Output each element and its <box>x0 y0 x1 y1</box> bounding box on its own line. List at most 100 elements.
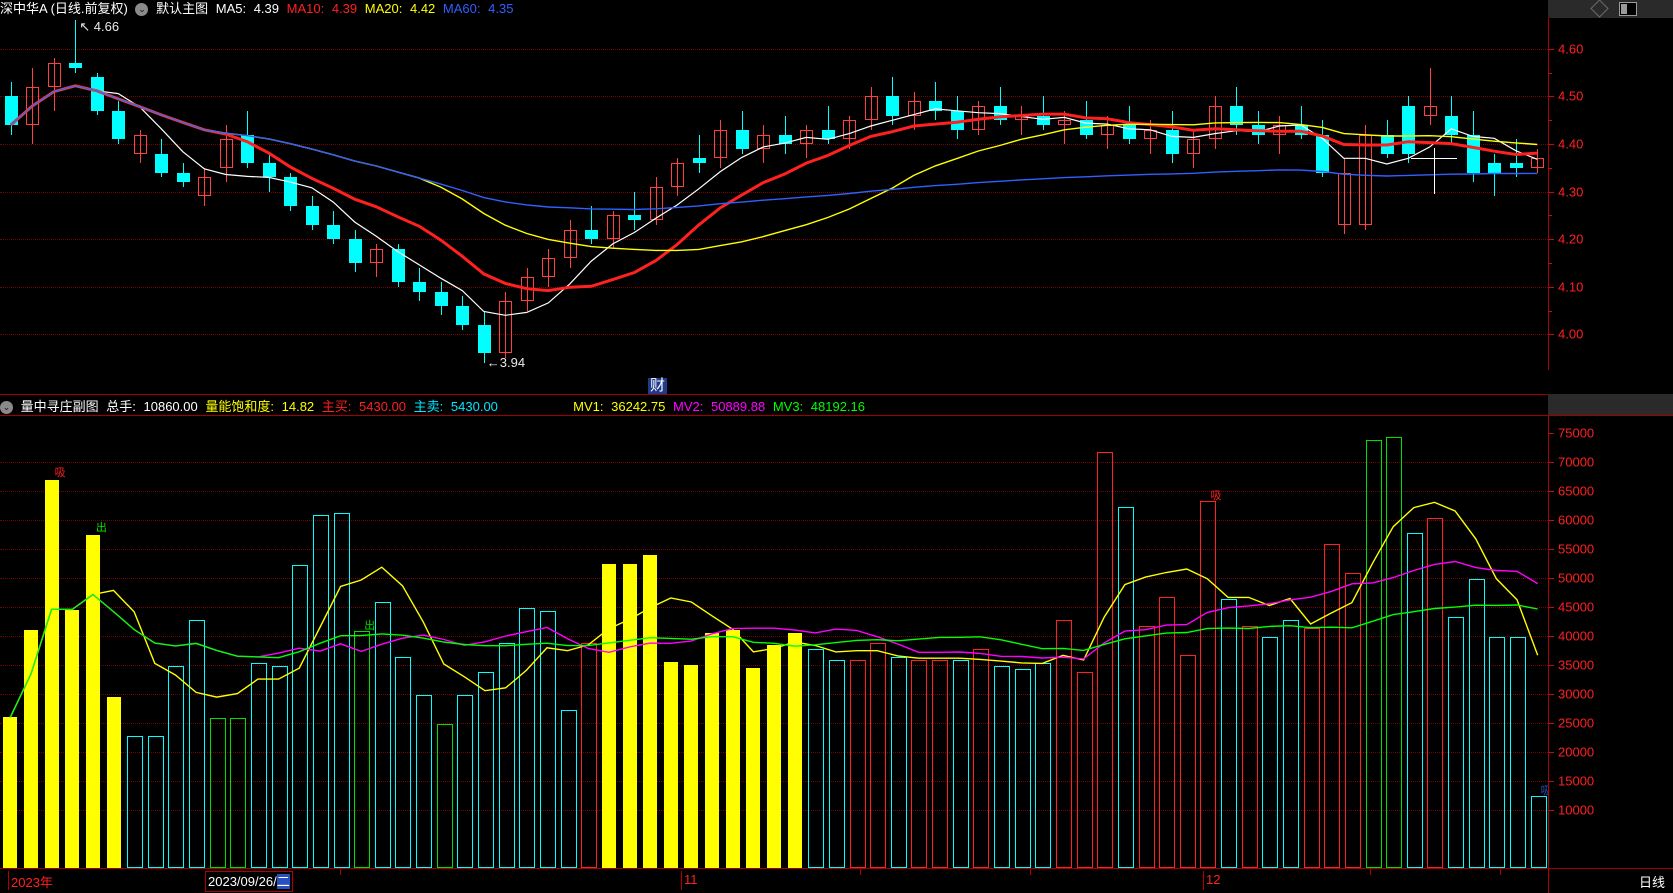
price-chart-panel[interactable]: ↖ 4.66 ←3.94 <box>0 18 1548 370</box>
volume-bar <box>911 660 927 868</box>
price-axis[interactable]: 4.60 4.50 4.40 4.30 4.20 4.10 4.00 <box>1548 18 1673 370</box>
candle-body <box>1057 120 1071 126</box>
candle-body <box>1466 134 1480 173</box>
period-label[interactable]: 日线 <box>1638 875 1665 890</box>
volume-tick-mark <box>1549 781 1554 783</box>
crosshair-horizontal <box>1411 158 1457 159</box>
volume-gridline <box>0 578 1548 580</box>
volume-bar <box>1469 579 1485 868</box>
volume-tick-label: 35000 <box>1558 657 1595 673</box>
candle-body <box>1315 134 1329 173</box>
candle-body <box>692 158 706 164</box>
ma20-line <box>10 85 1538 252</box>
candle-wick <box>548 248 549 287</box>
mv3-line <box>9 593 1538 718</box>
main-indicator-dropdown-icon[interactable]: ⌄ <box>135 3 149 17</box>
volume-bar <box>416 695 432 868</box>
date-axis-year: 2023年 <box>11 875 53 890</box>
price-minor-tick <box>1549 262 1552 264</box>
price-minor-tick <box>1549 215 1552 217</box>
date-axis-month-12: 12 <box>1206 872 1221 887</box>
candle-body <box>670 163 684 187</box>
candle-wick <box>1344 158 1345 235</box>
date-tick <box>340 869 341 875</box>
sub-indicator-name[interactable]: 量中寻庄副图 <box>20 399 99 414</box>
diamond-icon[interactable] <box>1590 0 1609 18</box>
candle-body <box>627 215 641 221</box>
main-indicator-name[interactable]: 默认主图 <box>156 1 209 16</box>
price-minor-tick <box>1549 310 1552 312</box>
candle-wick <box>204 167 205 206</box>
volume-axis[interactable]: 75000 70000 65000 60000 55000 50000 45000 40000… <box>1548 416 1673 868</box>
volume-chart-header: ⌄ 量中寻庄副图 总手: 10860.00 量能饱和度: 14.82 主买: 5… <box>0 398 1673 416</box>
candle-wick <box>720 120 721 168</box>
candle-body <box>305 205 319 225</box>
ma20-label: MA20: <box>364 1 403 16</box>
volume-tick-label: 45000 <box>1558 599 1595 615</box>
volume-signal-marker: 吸 <box>54 466 66 479</box>
main-buy-label: 主买: <box>321 399 352 414</box>
candle-wick <box>591 205 592 244</box>
candle-body <box>928 101 942 111</box>
candle-body <box>541 258 555 278</box>
volume-bar <box>189 619 205 868</box>
volume-chart-panel[interactable]: 吸出出吸吸 <box>0 416 1548 868</box>
candle-wick <box>140 129 141 164</box>
month-marker-bar-11 <box>681 871 682 890</box>
date-axis-separator <box>0 868 1673 869</box>
candle-wick <box>1365 125 1366 230</box>
volume-bar <box>1366 440 1382 868</box>
volume-tick-label: 15000 <box>1558 773 1595 789</box>
price-tick-label: 4.40 <box>1558 136 1584 152</box>
volume-tick-mark <box>1549 723 1554 725</box>
total-volume-label: 总手: <box>106 399 136 414</box>
mv1-label: MV1: <box>573 399 604 414</box>
candle-body <box>1509 163 1523 168</box>
volume-bar <box>168 666 184 868</box>
volume-bar <box>643 555 657 868</box>
candle-body <box>219 139 233 168</box>
candle-wick <box>1000 86 1001 126</box>
volume-bar <box>1427 518 1443 868</box>
crosshair-vertical <box>1434 148 1435 194</box>
date-axis[interactable]: 2023年 11 12 2023/09/26/二 日线 <box>0 869 1673 893</box>
date-tick <box>1500 869 1501 875</box>
volume-bar <box>272 666 288 868</box>
candle-body <box>176 172 190 183</box>
candle-body <box>713 129 727 159</box>
candle-wick <box>226 125 227 183</box>
candle-body <box>799 129 813 145</box>
candle-wick <box>1494 153 1495 197</box>
candle-wick <box>1301 106 1302 140</box>
volume-bar <box>499 642 515 868</box>
volume-bar <box>24 630 38 868</box>
mv3-label: MV3: <box>772 399 804 414</box>
volume-bar <box>313 515 329 868</box>
volume-bar <box>1345 573 1361 868</box>
volume-tick-mark <box>1549 520 1554 522</box>
saturation-value: 14.82 <box>281 399 315 414</box>
volume-tick-label: 10000 <box>1558 802 1595 818</box>
volume-bar <box>664 662 678 868</box>
sub-indicator-dropdown-icon[interactable]: ⌄ <box>0 401 13 415</box>
split-panel-icon[interactable] <box>1619 2 1637 16</box>
volume-bar <box>478 671 494 868</box>
candle-body <box>1186 139 1200 154</box>
candle-wick <box>828 106 829 145</box>
price-gridline <box>0 96 1548 98</box>
saturation-label: 量能饱和度: <box>205 399 274 414</box>
year-marker-bar <box>8 871 9 890</box>
watermark-logo: 财 <box>648 377 668 394</box>
candle-wick <box>75 20 76 73</box>
volume-tick-mark <box>1549 433 1554 435</box>
ma60-label: MA60: <box>442 1 481 16</box>
candle-wick <box>871 86 872 130</box>
volume-tick-mark <box>1549 810 1554 812</box>
volume-signal-marker: 出 <box>95 521 107 534</box>
date-tick <box>860 869 861 875</box>
volume-bar <box>767 644 781 868</box>
candle-body <box>1229 106 1243 126</box>
volume-bar <box>395 657 411 868</box>
volume-bar <box>437 724 453 868</box>
volume-bar <box>292 564 308 868</box>
